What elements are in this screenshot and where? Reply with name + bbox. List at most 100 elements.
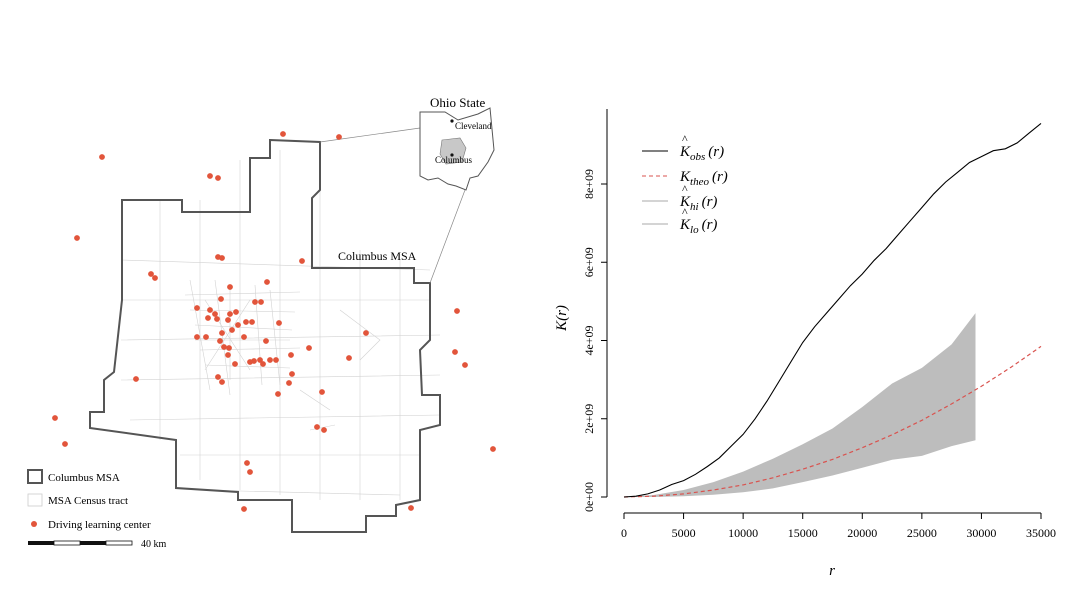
center-point	[133, 376, 139, 382]
center-point	[207, 173, 213, 179]
center-point	[257, 357, 263, 363]
msa-boundary	[89, 138, 441, 533]
center-point	[408, 505, 414, 511]
center-point	[299, 258, 305, 264]
legend-label-lo: Klo (r)	[679, 217, 717, 236]
inset-city-cleveland: Cleveland	[455, 121, 492, 131]
center-point	[214, 316, 220, 322]
center-point	[74, 235, 80, 241]
center-point	[232, 361, 238, 367]
center-point	[225, 317, 231, 323]
center-point	[321, 427, 327, 433]
center-point	[219, 330, 225, 336]
legend-label-hi: Khi (r)	[679, 194, 717, 213]
y-tick-label: 4e+09	[582, 325, 596, 355]
center-point	[212, 311, 218, 317]
x-tick-label: 10000	[728, 526, 758, 540]
y-ticks: 0e+00 2e+09 4e+09 6e+09 8e+09	[582, 169, 607, 512]
ohio-inset: Ohio State Cleveland Columbus	[419, 95, 495, 191]
center-point	[288, 352, 294, 358]
center-point	[363, 330, 369, 336]
center-point	[227, 284, 233, 290]
x-axis-label: r	[829, 563, 835, 579]
legend-hat-hi: ^	[682, 182, 688, 196]
y-tick-label: 0e+00	[582, 482, 596, 512]
center-point	[267, 357, 273, 363]
legend-msa-label: Columbus MSA	[48, 472, 120, 484]
series-line-theo	[623, 345, 1042, 498]
series-line-obs	[623, 122, 1042, 498]
center-point	[148, 271, 154, 277]
center-point	[215, 374, 221, 380]
envelope-band	[624, 313, 976, 497]
region-label: Columbus MSA	[338, 249, 417, 263]
scale-label: 40 km	[141, 539, 167, 550]
y-axis-label: K(r)	[554, 305, 570, 332]
center-point	[454, 308, 460, 314]
legend-label-obs: Kobs (r)	[679, 144, 724, 163]
center-point	[235, 322, 241, 328]
center-point	[225, 352, 231, 358]
center-point	[218, 296, 224, 302]
center-point	[62, 441, 68, 447]
y-tick-label: 8e+09	[582, 169, 596, 199]
chart-legend: Kobs (r)^Ktheo (r)Khi (r)^Klo (r)^	[642, 132, 728, 236]
center-point	[490, 446, 496, 452]
legend-point-symbol	[31, 521, 37, 527]
legend-tract-symbol	[27, 493, 43, 507]
center-point	[241, 334, 247, 340]
center-point	[207, 307, 213, 313]
driving-learning-centers	[52, 131, 496, 512]
center-point	[263, 338, 269, 344]
x-tick-label: 25000	[907, 526, 937, 540]
columbus-msa-map: Ohio State Cleveland Columbus Columbus M…	[27, 95, 496, 550]
center-point	[247, 469, 253, 475]
center-point	[219, 255, 225, 261]
center-point	[247, 359, 253, 365]
center-point	[462, 362, 468, 368]
legend-label-theo: Ktheo (r)	[679, 169, 728, 188]
center-point	[273, 357, 279, 363]
center-point	[219, 379, 225, 385]
center-point	[346, 355, 352, 361]
center-point	[215, 175, 221, 181]
center-point	[258, 299, 264, 305]
x-tick-label: 5000	[672, 526, 696, 540]
x-ticks: 0 5000 10000 15000 20000 25000 30000 35000	[621, 513, 1056, 540]
center-point	[289, 371, 295, 377]
msa-in-ohio	[439, 137, 467, 165]
x-tick-label: 20000	[847, 526, 877, 540]
center-point	[244, 460, 250, 466]
x-tick-label: 30000	[966, 526, 996, 540]
center-point	[306, 345, 312, 351]
y-tick-label: 2e+09	[582, 404, 596, 434]
center-point	[229, 327, 235, 333]
map-legend: Columbus MSA MSA Census tract Driving le…	[27, 469, 151, 531]
center-point	[233, 309, 239, 315]
center-point	[226, 345, 232, 351]
center-point	[260, 361, 266, 367]
inset-city-columbus: Columbus	[435, 155, 473, 165]
center-point	[280, 131, 286, 137]
legend-msa-symbol	[27, 469, 43, 484]
center-point	[221, 344, 227, 350]
center-point	[194, 334, 200, 340]
columbus-marker	[450, 153, 454, 157]
center-point	[194, 305, 200, 311]
center-point	[243, 319, 249, 325]
legend-hat-lo: ^	[682, 205, 688, 219]
cleveland-marker	[450, 119, 454, 123]
legend-tract-label: MSA Census tract	[48, 495, 128, 507]
center-point	[264, 279, 270, 285]
scale-bar: 40 km	[28, 539, 167, 550]
center-point	[319, 389, 325, 395]
center-point	[203, 334, 209, 340]
center-point	[227, 311, 233, 317]
center-point	[452, 349, 458, 355]
legend-hat-obs: ^	[682, 132, 688, 146]
x-tick-label: 0	[621, 526, 627, 540]
x-tick-label: 35000	[1026, 526, 1056, 540]
x-tick-label: 15000	[788, 526, 818, 540]
center-point	[217, 338, 223, 344]
